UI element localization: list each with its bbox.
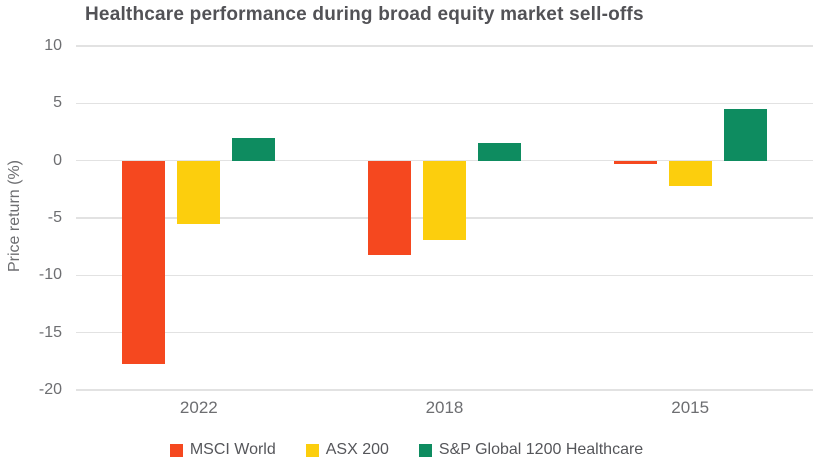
bar-asx-200-2015 xyxy=(668,160,712,186)
y-tick-label--5: -5 xyxy=(47,209,62,226)
bar-msci-world-2015 xyxy=(613,160,657,165)
legend-swatch-icon xyxy=(169,443,183,457)
bar-msci-world-2018 xyxy=(368,160,411,255)
gridline-5 xyxy=(76,102,813,105)
legend-label: ASX 200 xyxy=(325,441,389,458)
plot-area xyxy=(76,45,813,391)
legend-label: MSCI World xyxy=(189,441,276,458)
gridline--10 xyxy=(76,274,813,277)
y-tick-label--10: -10 xyxy=(38,266,62,284)
gridline--20 xyxy=(76,389,813,391)
bar-s-p-global-1200-healthcare-2018 xyxy=(478,143,521,161)
bar-s-p-global-1200-healthcare-2015 xyxy=(723,109,767,161)
legend-swatch-icon xyxy=(418,443,432,457)
y-tick-label-10: 10 xyxy=(44,37,62,54)
y-tick-label--20: -20 xyxy=(38,381,62,398)
bar-msci-world-2022 xyxy=(122,160,166,364)
legend-label: S&P Global 1200 Healthcare xyxy=(438,441,644,458)
legend: MSCI World ASX 200 S&P Global 1200 Healthc… xyxy=(0,440,813,460)
bar-s-p-global-1200-healthcare-2022 xyxy=(232,137,276,161)
legend-swatch-icon xyxy=(305,443,319,457)
legend-item-asx-200: ASX 200 xyxy=(305,441,389,459)
x-tick-label-2018: 2018 xyxy=(425,398,464,417)
x-tick-label-2015: 2015 xyxy=(671,398,710,417)
bar-asx-200-2018 xyxy=(423,160,466,240)
y-tick-label--15: -15 xyxy=(38,323,62,341)
x-tick-label-2022: 2022 xyxy=(179,398,218,417)
legend-item-msci-world: MSCI World xyxy=(169,441,276,459)
legend-item-s-p-global-1200-healthcare: S&P Global 1200 Healthcare xyxy=(418,441,644,459)
gridline-10 xyxy=(76,45,813,47)
bar-asx-200-2022 xyxy=(177,160,221,224)
gridline--15 xyxy=(76,331,813,334)
y-tick-label-0: 0 xyxy=(53,151,62,169)
y-tick-label-5: 5 xyxy=(53,94,62,112)
chart-title: Healthcare performance during broad equi… xyxy=(85,4,644,25)
